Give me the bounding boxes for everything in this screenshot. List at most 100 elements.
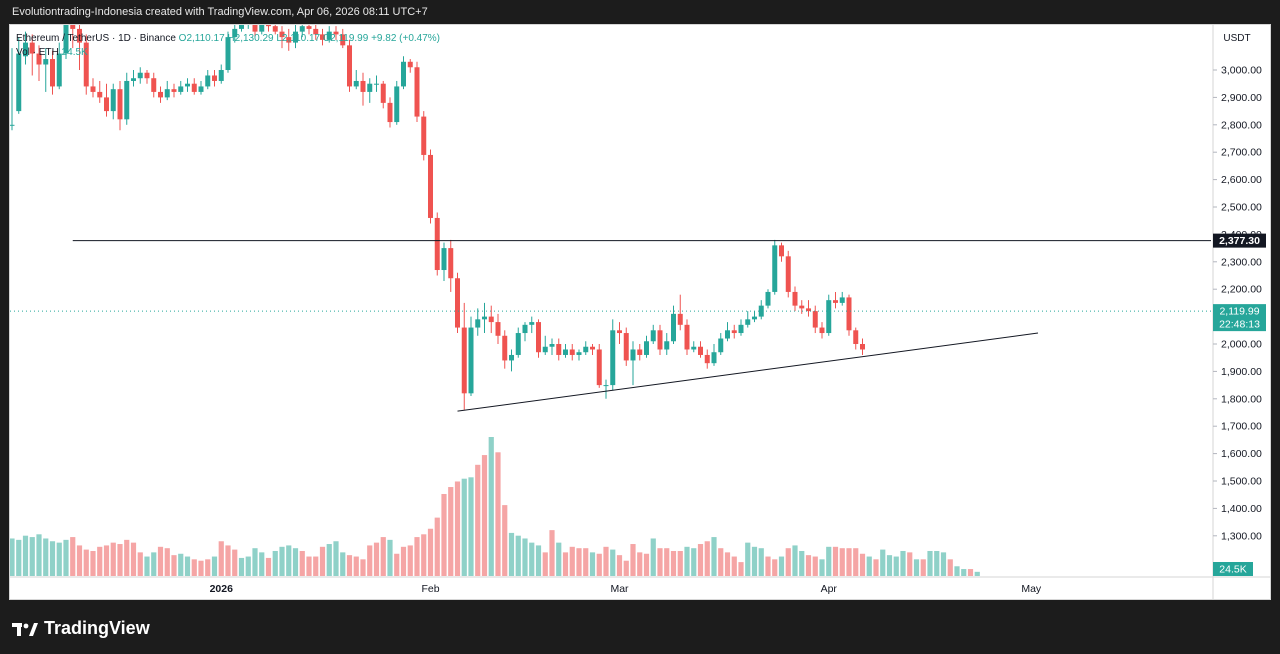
volume-bar <box>556 542 562 576</box>
candle-body <box>164 89 170 98</box>
candle <box>171 83 177 98</box>
candle-body <box>387 102 393 123</box>
candle <box>333 26 339 40</box>
candle-body <box>293 31 298 43</box>
price-tick-label: 3,000.00 <box>1221 65 1262 77</box>
candle-body <box>97 91 103 98</box>
tradingview-logo[interactable]: TradingView <box>12 618 150 639</box>
volume-bar <box>650 538 656 576</box>
volume-bar <box>623 560 629 576</box>
volume-bar <box>535 545 542 576</box>
candle <box>441 242 447 281</box>
candle <box>671 305 676 344</box>
volume-bar <box>191 559 197 576</box>
price-tick-label: 2,200.00 <box>1221 284 1262 296</box>
candle-body <box>90 86 96 92</box>
candle-body <box>272 26 278 32</box>
candle-body <box>482 316 487 320</box>
candle-body <box>711 352 717 364</box>
volume-bar <box>286 545 292 576</box>
candle <box>812 305 818 334</box>
candle-body <box>698 346 703 355</box>
candle-body <box>772 245 778 292</box>
candle <box>704 349 710 369</box>
candle-body <box>563 349 568 355</box>
volume-bar <box>549 530 555 576</box>
candle-body <box>246 21 251 24</box>
candle-body <box>448 248 454 279</box>
volume-bar <box>785 548 791 576</box>
candle-body <box>428 154 433 218</box>
candle-body <box>401 61 406 87</box>
candle <box>536 319 541 358</box>
resistance-price-marker <box>1213 233 1266 248</box>
candle <box>259 25 265 35</box>
candle-body <box>286 37 292 43</box>
candle-body <box>63 25 69 54</box>
price-tick-label: 1,500.00 <box>1221 476 1262 488</box>
volume-bar <box>940 552 947 576</box>
volume-bar <box>738 562 744 576</box>
candle-body <box>347 45 352 87</box>
price-tick-label: 2,500.00 <box>1221 202 1262 214</box>
candle <box>407 59 413 73</box>
candle <box>623 327 629 366</box>
volume-bar <box>36 534 42 576</box>
candle-body <box>684 324 690 350</box>
volume-bar <box>367 545 373 576</box>
candle <box>43 48 49 92</box>
volume-bar <box>711 537 717 576</box>
volume-bar <box>664 548 670 576</box>
volume-bar <box>529 542 535 576</box>
candle-body <box>542 346 548 353</box>
volume-bar <box>745 542 751 576</box>
candle-body <box>56 53 62 87</box>
candle <box>218 64 224 84</box>
candle-body <box>266 25 271 27</box>
volume-bar <box>495 452 501 576</box>
volume-bar <box>299 550 305 576</box>
candle <box>745 311 751 328</box>
candle <box>414 61 420 123</box>
time-axis-label: Mar <box>610 583 629 595</box>
candle <box>63 25 69 60</box>
candle-body <box>158 91 163 98</box>
candle-body <box>590 346 595 350</box>
candle-body <box>77 28 82 43</box>
volume-bar <box>697 544 704 576</box>
volume-bar <box>387 539 393 576</box>
candle <box>279 26 285 49</box>
candle <box>677 294 683 331</box>
candle <box>124 72 130 125</box>
volume-bar <box>103 545 110 576</box>
candle <box>110 83 116 120</box>
candle-body <box>792 291 798 306</box>
candle <box>306 25 312 35</box>
candle-body <box>212 75 217 81</box>
volume-bar <box>900 550 906 576</box>
volume-bar <box>859 553 866 576</box>
chart-frame[interactable] <box>9 24 1271 600</box>
candle <box>232 25 238 43</box>
ascending-trendline <box>457 332 1039 412</box>
volume-bar <box>373 542 380 576</box>
candle <box>212 70 217 87</box>
candle-body <box>839 297 845 303</box>
candle-body <box>441 248 447 271</box>
volume-bar <box>380 537 386 576</box>
candle <box>468 316 474 397</box>
candle <box>752 311 757 323</box>
candle <box>792 286 798 312</box>
volume-bar <box>22 535 29 576</box>
candle <box>731 324 737 339</box>
volume-bar <box>340 552 346 576</box>
candle-body <box>833 300 838 303</box>
candle <box>522 322 528 342</box>
volume-bar <box>853 548 859 576</box>
volume-bar <box>400 546 407 576</box>
candle-body <box>218 70 224 81</box>
candle-body <box>414 67 420 117</box>
candle <box>83 34 89 95</box>
volume-bar <box>124 539 130 576</box>
